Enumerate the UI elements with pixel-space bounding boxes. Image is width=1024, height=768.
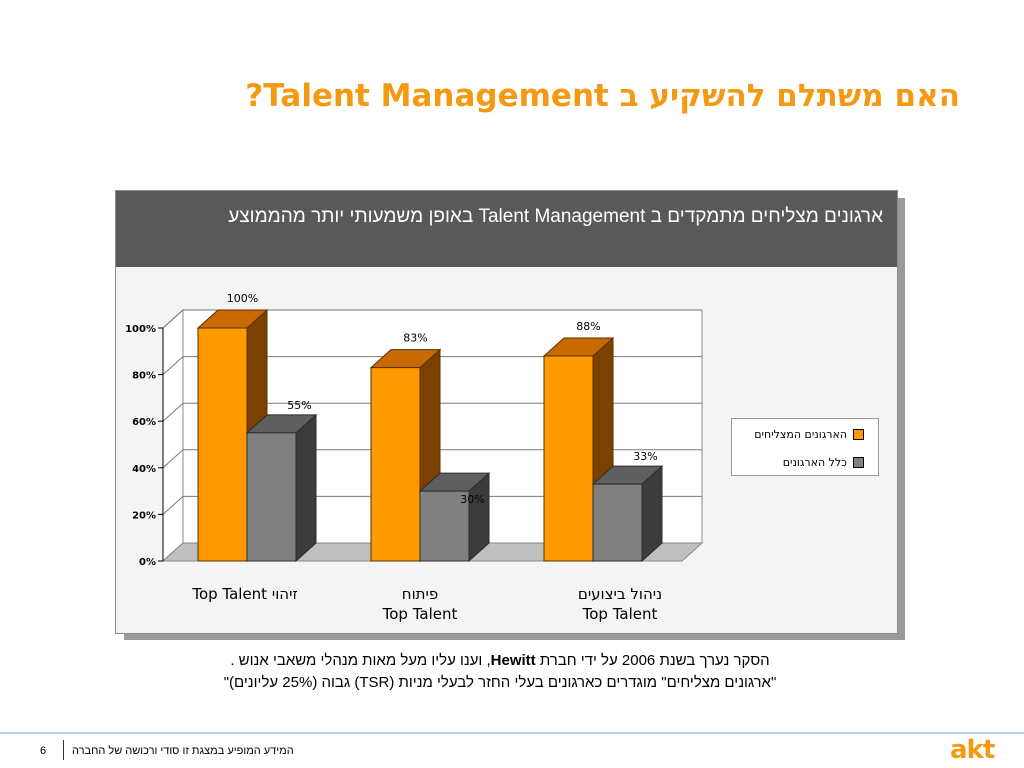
category-label-3: ניהול ביצועים Top Talent xyxy=(530,584,710,624)
panel-heading: ארגונים מצליחים מתמקדים ב Talent Managem… xyxy=(228,206,883,227)
data-label-s1-c1: 100% xyxy=(227,292,258,305)
footnote-line1-start: הסקר נערך בשנת 2006 על ידי חברת xyxy=(535,652,770,669)
data-label-s2-c2: 30% xyxy=(460,493,484,506)
slide-title: האם משתלם להשקיע ב Talent Management? xyxy=(245,78,960,114)
company-logo: akt xyxy=(950,735,995,765)
chart-bars xyxy=(196,308,664,563)
bar-s1-c3 xyxy=(543,355,594,562)
category-label-1-en: Top Talent xyxy=(192,585,268,603)
bar-s2-c1 xyxy=(246,432,297,562)
y-tick-label: 0% xyxy=(139,557,156,568)
y-tick-label: 60% xyxy=(132,417,156,428)
chart-legend: הארגונים המצליחים כלל הארגונים xyxy=(731,418,879,476)
panel-heading-bar: ארגונים מצליחים מתמקדים ב Talent Managem… xyxy=(116,191,897,267)
bar-s2-c3 xyxy=(592,483,643,562)
data-label-s1-c3: 88% xyxy=(576,320,600,333)
footnote-line1-end: , וענו עליו מעל מאות מנהלי משאבי אנוש . xyxy=(230,652,491,669)
category-label-2: פיתוח Top Talent xyxy=(340,584,500,624)
gridline xyxy=(162,449,702,469)
y-tick-label: 100% xyxy=(125,324,156,335)
gridline xyxy=(162,495,702,515)
gridline xyxy=(162,402,702,422)
footnote-line1: הסקר נערך בשנת 2006 על ידי חברת Hewitt, … xyxy=(150,650,850,672)
category-label-1-he: זיהוי xyxy=(271,585,298,603)
legend-label-series1: הארגונים המצליחים xyxy=(754,428,847,441)
bar-s1-c1 xyxy=(197,327,248,562)
page-number: 6 xyxy=(40,745,47,757)
bar-side-s2-c1 xyxy=(295,413,317,563)
gridline xyxy=(162,309,702,329)
legend-item-series1: הארגונים המצליחים xyxy=(754,428,864,441)
category-label-3-he: ניהול ביצועים xyxy=(577,585,663,603)
category-label-2-en: Top Talent xyxy=(382,605,458,623)
bar-s2-c2 xyxy=(419,490,470,562)
gridline xyxy=(162,356,702,375)
chart-data-labels: 100% 55% 83% 30% 88% 33% xyxy=(227,292,658,506)
category-label-2-he: פיתוח xyxy=(401,585,439,603)
category-label-1: זיהוי Top Talent xyxy=(160,584,330,604)
footnote-line2: "ארגונים מצליחים" מוגדרים כארגונים בעלי … xyxy=(223,674,777,691)
side-wall xyxy=(162,308,184,563)
legend-swatch-gray xyxy=(853,457,864,468)
legend-label-series2: כלל הארגונים xyxy=(782,456,847,469)
footer-confidentiality: המידע המופיע במצגת זו סודי ורכושה של החב… xyxy=(72,745,294,757)
data-label-s2-c3: 33% xyxy=(633,450,657,463)
y-tick-label: 20% xyxy=(132,510,156,521)
data-label-s2-c1: 55% xyxy=(287,399,311,412)
chart-y-ticks: 0% 20% 40% 60% 80% 100% xyxy=(125,324,164,568)
y-tick-label: 80% xyxy=(132,371,156,382)
bar-s1-c2 xyxy=(370,367,421,562)
data-label-s1-c2: 83% xyxy=(403,332,427,345)
category-label-3-en: Top Talent xyxy=(582,605,658,623)
footnote: הסקר נערך בשנת 2006 על ידי חברת Hewitt, … xyxy=(150,650,850,694)
footer-divider xyxy=(0,732,1024,734)
footnote-company: Hewitt xyxy=(490,652,536,669)
legend-swatch-orange xyxy=(853,429,864,440)
y-tick-label: 40% xyxy=(132,464,156,475)
footer-separator xyxy=(63,740,64,760)
legend-item-series2: כלל הארגונים xyxy=(783,456,864,469)
